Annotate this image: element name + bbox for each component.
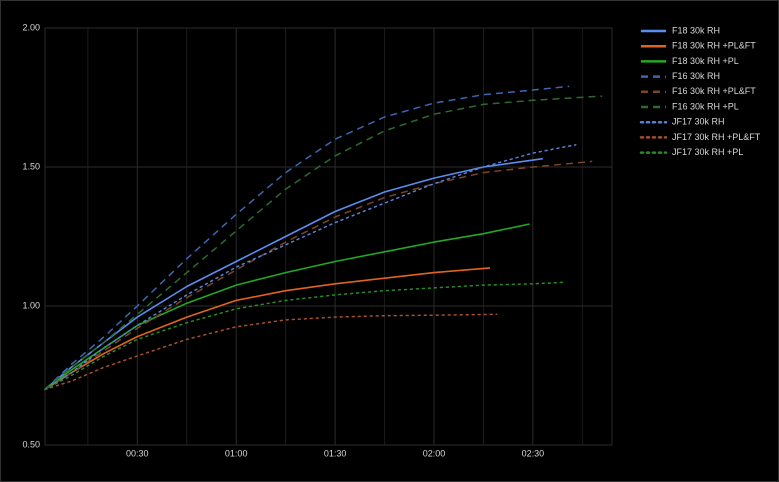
legend-label: F16 30k RH +PL&FT [672,86,756,96]
legend-label: JF17 30k RH +PL [672,147,743,157]
legend-label: F16 30k RH +PL [672,101,739,111]
series-line [44,313,498,391]
y-tick-label: 1.00 [22,300,40,310]
x-tick-label: 01:30 [324,448,347,458]
x-tick-label: 01:00 [225,448,248,458]
y-tick-label: 1.50 [22,161,40,171]
series-line [44,144,577,391]
series-line [44,160,593,391]
x-tick-label: 02:30 [522,448,545,458]
legend-label: JF17 30k RH [672,117,725,127]
y-tick-label: 2.00 [22,22,40,32]
legend-label: F18 30k RH +PL&FT [672,41,756,51]
legend-label: JF17 30k RH +PL&FT [672,132,761,142]
legend-label: F18 30k RH +PL [672,56,739,66]
legend-label: F18 30k RH [672,25,720,35]
x-tick-label: 02:00 [423,448,446,458]
x-tick-label: 00:30 [126,448,149,458]
series-line [44,95,603,390]
series-line [44,281,564,391]
legend-label: F16 30k RH [672,71,720,81]
series-line [44,267,491,391]
y-tick-label: 0.50 [22,439,40,449]
